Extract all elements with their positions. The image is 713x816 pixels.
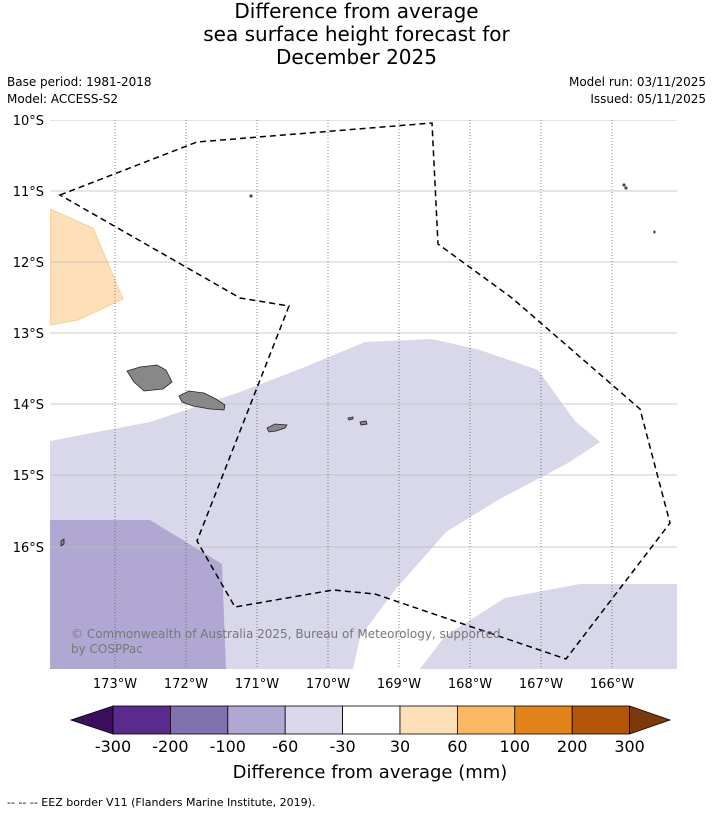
colorbar-segment — [514, 705, 573, 735]
colorbar-segment — [456, 705, 516, 735]
lon-labels: 173°W 172°W 171°W 170°W 169°W 168°W 167°… — [93, 677, 634, 692]
lat-label: 15°S — [13, 469, 44, 484]
title-line-3: December 2025 — [276, 45, 437, 69]
ofu-island — [347, 416, 354, 421]
map-plot: © Commonwealth of Australia 2025, Bureau… — [50, 120, 677, 669]
colorbar: -300 -200 -100 -60 -30 30 60 100 200 300 — [69, 705, 672, 756]
anomaly-region-medium — [50, 520, 226, 669]
lon-label: 169°W — [377, 677, 421, 692]
colorbar-segment — [399, 705, 458, 735]
colorbar-segment — [284, 705, 344, 735]
lat-label: 11°S — [13, 185, 44, 200]
colorbar-tick-label: -30 — [330, 737, 356, 756]
lat-label: 16°S — [13, 541, 44, 556]
lat-label: 12°S — [13, 256, 44, 271]
lon-label: 173°W — [93, 677, 137, 692]
model-run: Model run: 03/11/2025 — [568, 75, 706, 89]
swains-island — [249, 194, 253, 198]
model-name: Model: ACCESS-S2 — [7, 92, 119, 106]
lat-label: 14°S — [13, 398, 44, 413]
title-line-2: sea surface height forecast for — [203, 22, 510, 46]
lat-label: 13°S — [13, 327, 44, 342]
lon-label: 170°W — [306, 677, 350, 692]
colorbar-segment — [227, 705, 286, 735]
lat-gridlines — [50, 120, 677, 548]
issued-date: Issued: 05/11/2025 — [590, 92, 706, 106]
anomaly-region-positive — [50, 208, 124, 326]
lon-label: 172°W — [164, 677, 208, 692]
colorbar-extend-low — [69, 705, 114, 735]
tau-island — [359, 420, 368, 426]
colorbar-tick-label: 200 — [557, 737, 588, 756]
colorbar-segment — [112, 705, 171, 735]
tokelau-islet-2 — [624, 186, 628, 190]
colorbar-tick-label: 100 — [500, 737, 531, 756]
tokelau-islet-1 — [622, 183, 626, 187]
colorbar-tick-label: -200 — [152, 737, 188, 756]
islands — [60, 183, 656, 547]
meta-left: Base period: 1981-2018 Model: ACCESS-S2 — [7, 74, 152, 108]
lon-label: 168°W — [448, 677, 492, 692]
copyright-line-1: © Commonwealth of Australia 2025, Bureau… — [71, 627, 501, 641]
colorbar-tick-label: 30 — [390, 737, 410, 756]
upolu-island — [178, 390, 226, 411]
colorbar-tick-label: -100 — [210, 737, 246, 756]
eez-footnote: -- -- -- EEZ border V11 (Flanders Marine… — [7, 796, 316, 809]
title-line-1: Difference from average — [234, 0, 479, 23]
colorbar-segment — [169, 705, 229, 735]
lon-label: 171°W — [235, 677, 279, 692]
eez-border — [58, 122, 671, 660]
colorbar-extend-high — [629, 705, 672, 735]
base-period: Base period: 1981-2018 — [7, 75, 152, 89]
lon-label: 167°W — [519, 677, 563, 692]
colorbar-tick-label: -60 — [272, 737, 298, 756]
colorbar-segment — [342, 705, 401, 735]
anomaly-region-light-se — [420, 584, 677, 669]
lon-label: 166°W — [590, 677, 634, 692]
niuafoou-islet — [60, 538, 65, 547]
lat-label: 10°S — [13, 114, 44, 129]
tokelau-islet-3 — [653, 230, 656, 234]
meta-right: Model run: 03/11/2025 Issued: 05/11/2025 — [569, 74, 706, 108]
lat-labels: 10°S 11°S 12°S 13°S 14°S 15°S 16°S — [13, 114, 44, 556]
copyright-line-2: by COSPPac — [71, 642, 143, 656]
colorbar-tick-label: 60 — [447, 737, 467, 756]
colorbar-tick-label: -300 — [95, 737, 131, 756]
colorbar-label: Difference from average (mm) — [233, 762, 508, 783]
colorbar-segment — [571, 705, 631, 735]
map-title: Difference from average sea surface heig… — [0, 0, 713, 69]
colorbar-tick-label: 300 — [614, 737, 645, 756]
savaii-island — [126, 364, 173, 392]
tutuila-island — [266, 423, 288, 433]
